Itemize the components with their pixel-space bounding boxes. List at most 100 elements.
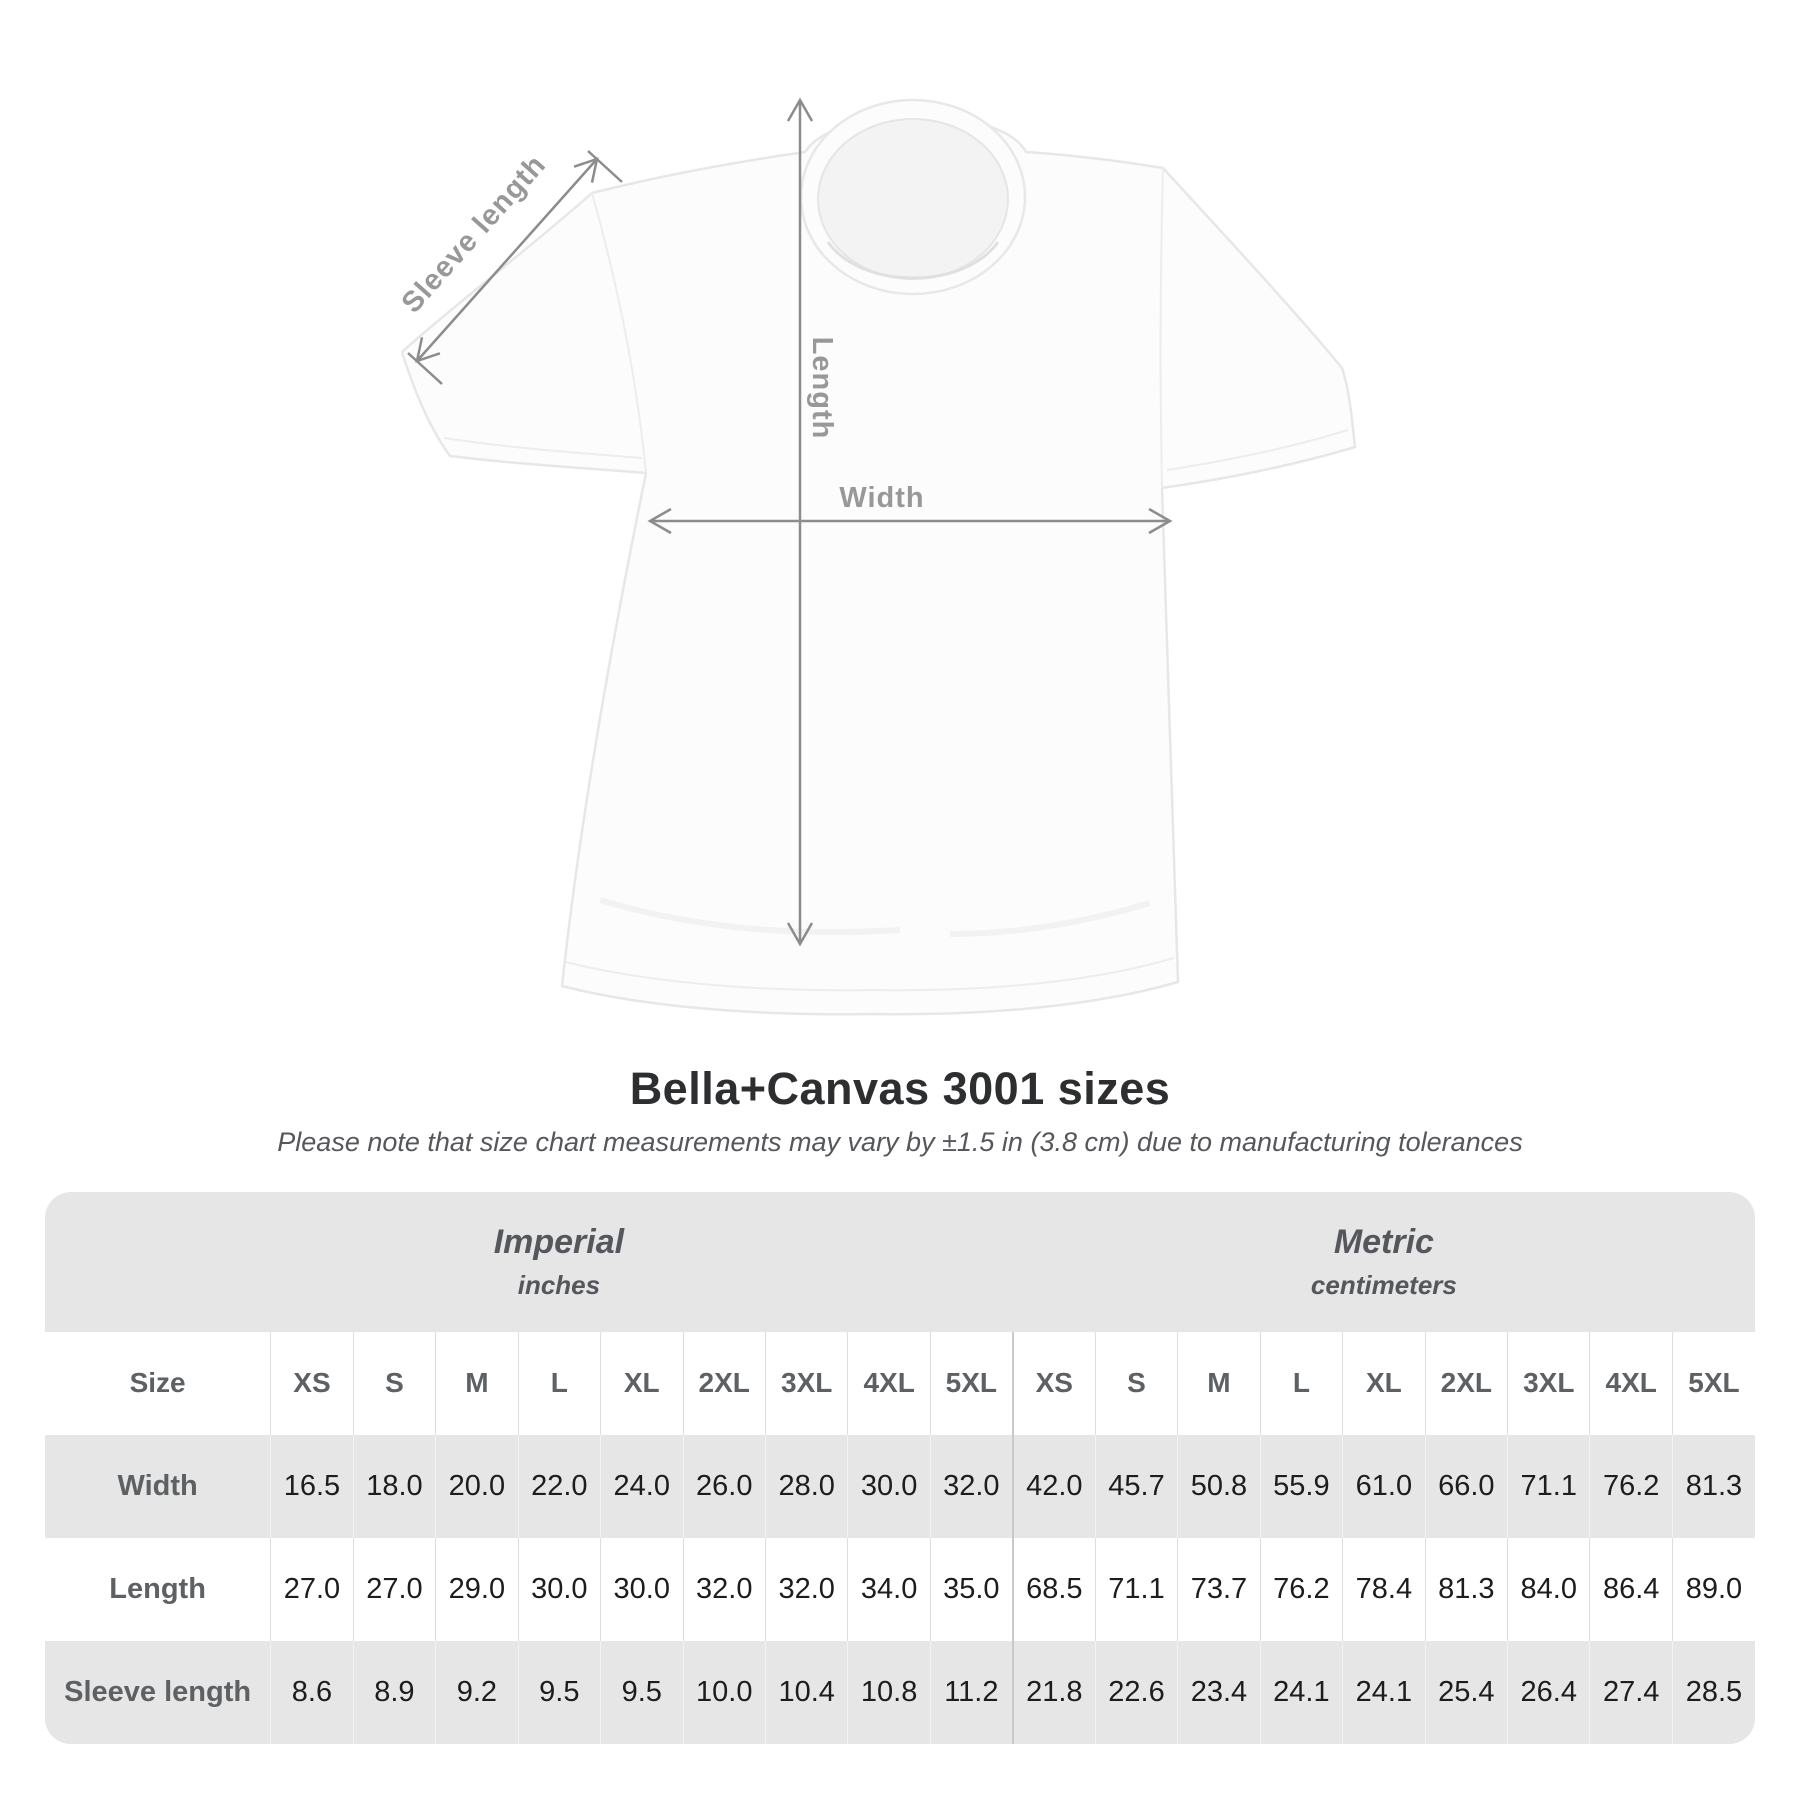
cell: 23.4 (1177, 1640, 1261, 1744)
cell: 42.0 (1011, 1434, 1096, 1538)
cell: 30.0 (600, 1537, 683, 1641)
cell: 27.4 (1589, 1640, 1673, 1744)
row-label: Length (45, 1537, 271, 1641)
cell: 73.7 (1177, 1537, 1261, 1641)
size-chart-table: Imperial inches Metric centimeters Size … (45, 1191, 1755, 1744)
col-header: XL (1342, 1331, 1426, 1435)
cell: 45.7 (1094, 1434, 1178, 1538)
sleeve-arrow-tick-bottom (407, 352, 443, 385)
tshirt-measurement-diagram: Width Length Sleeve length (396, 97, 1357, 1016)
col-header: S (1094, 1331, 1178, 1435)
tshirt-diagram-svg: Width Length Sleeve length (396, 97, 1357, 1016)
metric-label: Metric (1333, 1222, 1434, 1261)
col-header: M (435, 1331, 519, 1435)
col-header: L (1259, 1331, 1343, 1435)
row-label: Width (45, 1434, 271, 1538)
cell: 28.0 (764, 1434, 848, 1538)
col-header: 4XL (847, 1331, 931, 1435)
cell: 68.5 (1011, 1537, 1096, 1641)
cell: 61.0 (1342, 1434, 1426, 1538)
cell: 76.2 (1259, 1537, 1343, 1641)
col-header: L (517, 1331, 601, 1435)
cell: 9.5 (600, 1640, 683, 1744)
cell: 35.0 (929, 1537, 1013, 1641)
metric-unit: centimeters (1310, 1269, 1457, 1300)
cell: 10.8 (847, 1640, 931, 1744)
col-header: XL (600, 1331, 683, 1435)
measurement-arrows (407, 97, 1173, 947)
cell: 81.3 (1424, 1537, 1508, 1641)
row-label: Sleeve length (45, 1640, 271, 1744)
cell: 34.0 (847, 1537, 931, 1641)
cell: 20.0 (435, 1434, 519, 1538)
cell: 86.4 (1589, 1537, 1673, 1641)
cell: 9.2 (435, 1640, 519, 1744)
cell: 32.0 (764, 1537, 848, 1641)
sleeve-length-arrow (415, 157, 599, 363)
cell: 29.0 (435, 1537, 519, 1641)
cell: 26.0 (682, 1434, 766, 1538)
cell: 22.0 (517, 1434, 601, 1538)
cell: 24.0 (600, 1434, 683, 1538)
sleeve-arrow-tick-top (587, 150, 623, 183)
cell: 18.0 (352, 1434, 436, 1538)
cell: 30.0 (517, 1537, 601, 1641)
col-header: XS (270, 1331, 354, 1435)
size-header-row: Size XS S M L XL 2XL 3XL 4XL 5XL XS S M … (45, 1331, 1755, 1435)
col-header: S (352, 1331, 436, 1435)
cell: 28.5 (1671, 1640, 1755, 1744)
cell: 8.6 (270, 1640, 354, 1744)
table-row-sleeve-length: Sleeve length 8.6 8.9 9.2 9.5 9.5 10.0 1… (45, 1640, 1755, 1744)
col-header: 2XL (1424, 1331, 1508, 1435)
size-column-header: Size (45, 1331, 271, 1435)
unit-band-row: Imperial inches Metric centimeters (45, 1192, 1755, 1332)
width-label: Width (839, 482, 924, 514)
collar-inner (817, 118, 1009, 280)
tshirt-illustration (400, 98, 1357, 1016)
cell: 27.0 (352, 1537, 436, 1641)
page-title: Bella+Canvas 3001 sizes (629, 1063, 1171, 1114)
table-row-width: Width 16.5 18.0 20.0 22.0 24.0 26.0 28.0… (45, 1434, 1755, 1538)
cell: 71.1 (1094, 1537, 1178, 1641)
cell: 50.8 (1177, 1434, 1261, 1538)
cell: 30.0 (847, 1434, 931, 1538)
cell: 55.9 (1259, 1434, 1343, 1538)
col-header: 3XL (764, 1331, 848, 1435)
col-header: 2XL (682, 1331, 766, 1435)
cell: 11.2 (929, 1640, 1013, 1744)
cell: 16.5 (270, 1434, 354, 1538)
cell: 89.0 (1671, 1537, 1755, 1641)
cell: 81.3 (1671, 1434, 1755, 1538)
cell: 27.0 (270, 1537, 354, 1641)
cell: 66.0 (1424, 1434, 1508, 1538)
metric-group-header: Metric centimeters (1013, 1192, 1755, 1332)
cell: 84.0 (1507, 1537, 1590, 1641)
col-header: M (1177, 1331, 1261, 1435)
cell: 21.8 (1011, 1640, 1096, 1744)
cell: 24.1 (1259, 1640, 1343, 1744)
cell: 32.0 (929, 1434, 1013, 1538)
imperial-unit: inches (517, 1269, 601, 1300)
cell: 10.4 (764, 1640, 848, 1744)
cell: 22.6 (1094, 1640, 1178, 1744)
imperial-label: Imperial (493, 1222, 625, 1261)
cell: 10.0 (682, 1640, 766, 1744)
cell: 9.5 (517, 1640, 601, 1744)
cell: 78.4 (1342, 1537, 1426, 1641)
cell: 25.4 (1424, 1640, 1508, 1744)
cell: 26.4 (1507, 1640, 1590, 1744)
size-disclaimer: Please note that size chart measurements… (277, 1126, 1523, 1157)
table-row-length: Length 27.0 27.0 29.0 30.0 30.0 32.0 32.… (45, 1537, 1755, 1641)
cell: 8.9 (352, 1640, 436, 1744)
col-header: 4XL (1589, 1331, 1673, 1435)
cell: 32.0 (682, 1537, 766, 1641)
col-header: XS (1011, 1331, 1096, 1435)
cell: 24.1 (1342, 1640, 1426, 1744)
imperial-group-header: Imperial inches (45, 1192, 1013, 1332)
col-header: 5XL (929, 1331, 1013, 1435)
col-header: 5XL (1671, 1331, 1755, 1435)
col-header: 3XL (1507, 1331, 1590, 1435)
cell: 71.1 (1507, 1434, 1590, 1538)
length-label: Length (806, 337, 838, 440)
cell: 76.2 (1589, 1434, 1673, 1538)
